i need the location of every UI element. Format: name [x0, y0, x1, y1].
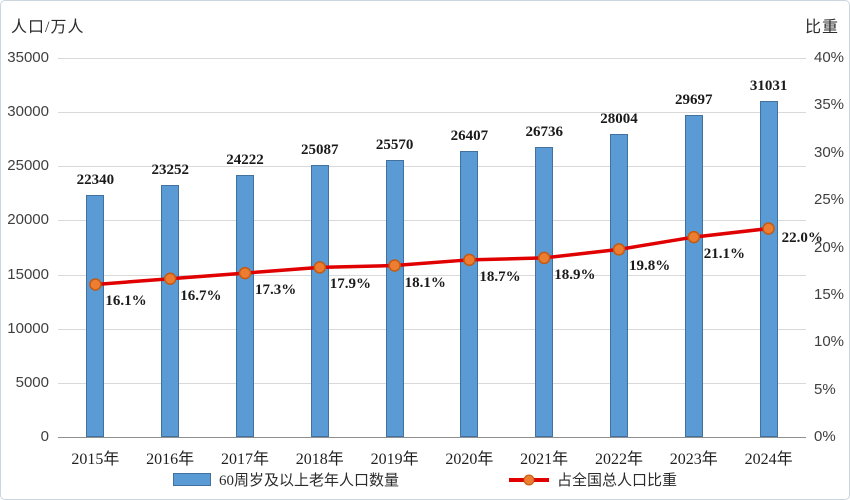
left-axis-tick-label: 20000	[7, 211, 49, 229]
bar-value-label: 26407	[450, 128, 489, 145]
line-percent-label: 16.7%	[180, 287, 222, 304]
line-percent-label: 18.7%	[479, 268, 521, 285]
line-percent-label: 21.1%	[703, 246, 746, 263]
gridline	[58, 328, 806, 330]
left-axis-title: 人口/万人	[11, 19, 85, 36]
line-marker-point	[537, 251, 551, 265]
right-axis-tick-label: 40%	[814, 49, 845, 66]
left-axis-tick-label: 5000	[15, 373, 49, 391]
bar	[684, 115, 703, 437]
legend-item-bar-series: 60周岁及以上老年人口数量	[172, 469, 399, 490]
bar	[610, 133, 628, 437]
gridline	[58, 220, 806, 222]
gridline	[58, 166, 806, 168]
x-axis-line	[58, 437, 806, 438]
x-axis-category-label: 2020年	[445, 451, 494, 468]
line-percent-label: 17.9%	[329, 276, 372, 293]
bar-value-label: 26736	[525, 124, 563, 141]
right-axis-tick-label: 15%	[814, 285, 845, 303]
left-axis-tick-label: 25000	[7, 157, 49, 175]
right-axis-tick-label: 25%	[814, 191, 845, 209]
bar	[236, 174, 254, 437]
x-axis-category-label: 2023年	[669, 451, 718, 468]
bar-series-swatch	[172, 473, 211, 486]
legend-item-line-series: 占全国总人口比重	[509, 469, 677, 490]
left-axis-tick-label: 15000	[7, 265, 49, 283]
line-marker-icon	[523, 474, 535, 485]
bar	[535, 147, 554, 437]
bar-value-label: 29697	[675, 92, 713, 109]
x-axis-category-label: 2017年	[220, 451, 269, 468]
line-marker-point	[313, 261, 327, 274]
line-marker-point	[89, 278, 102, 291]
right-axis-tick-label: 0%	[814, 428, 836, 445]
bar-value-label: 23252	[151, 162, 189, 179]
gridline	[58, 382, 806, 384]
left-axis-tick-label: 10000	[7, 319, 49, 337]
line-series-label: 占全国总人口比重	[557, 473, 678, 489]
gridline	[58, 112, 806, 114]
bar	[310, 165, 329, 437]
line-marker-point	[612, 243, 626, 256]
line-marker-point	[463, 253, 476, 267]
bar	[86, 195, 105, 437]
left-axis-tick-label: 35000	[7, 49, 49, 66]
x-axis-category-label: 2015年	[71, 451, 120, 468]
line-percent-label: 16.1%	[105, 293, 147, 310]
line-percent-label: 18.9%	[554, 266, 596, 283]
right-axis-title: 比重	[804, 19, 839, 36]
x-axis-category-label: 2018年	[295, 451, 344, 468]
x-axis-category-label: 2021年	[520, 451, 569, 468]
line-marker-point	[238, 266, 252, 280]
bar	[385, 160, 404, 437]
bar-value-label: 24222	[226, 151, 264, 168]
x-axis-category-label: 2022年	[594, 451, 643, 468]
bar-value-label: 25570	[375, 137, 414, 154]
left-axis-tick-label: 30000	[7, 103, 49, 121]
line-percent-label: 18.1%	[404, 274, 446, 291]
line-marker-point	[687, 230, 701, 244]
right-axis-tick-label: 30%	[814, 143, 845, 161]
line-series-swatch	[509, 474, 549, 485]
line-marker-point	[388, 259, 401, 272]
bar-value-label: 31031	[749, 77, 788, 94]
bar-value-label: 28004	[600, 110, 638, 127]
line-marker-point	[163, 272, 177, 286]
gridline	[58, 58, 806, 59]
gridline	[58, 274, 806, 276]
ratio-line	[95, 226, 769, 287]
line-percent-label: 17.3%	[255, 282, 297, 299]
bar	[759, 100, 778, 437]
right-axis-tick-label: 10%	[814, 333, 845, 351]
bar	[460, 151, 479, 437]
right-axis-tick-label: 35%	[814, 96, 845, 114]
bar-value-label: 22340	[76, 172, 115, 189]
x-axis-category-label: 2016年	[146, 451, 195, 468]
line-percent-label: 22.0%	[781, 229, 823, 246]
x-axis-category-label: 2019年	[370, 451, 419, 468]
x-axis-category-label: 2024年	[744, 451, 793, 468]
right-axis-tick-label: 5%	[814, 380, 836, 398]
line-marker-point	[762, 222, 775, 235]
line-percent-label: 19.8%	[629, 258, 671, 275]
left-axis-tick-label: 0	[40, 428, 49, 445]
bar-series-label: 60周岁及以上老年人口数量	[218, 473, 399, 489]
right-axis-tick-label: 20%	[814, 238, 845, 256]
bar	[161, 185, 180, 437]
chart-legend: 60周岁及以上老年人口数量 占全国总人口比重	[1, 469, 849, 490]
bar-value-label: 25087	[301, 142, 339, 159]
